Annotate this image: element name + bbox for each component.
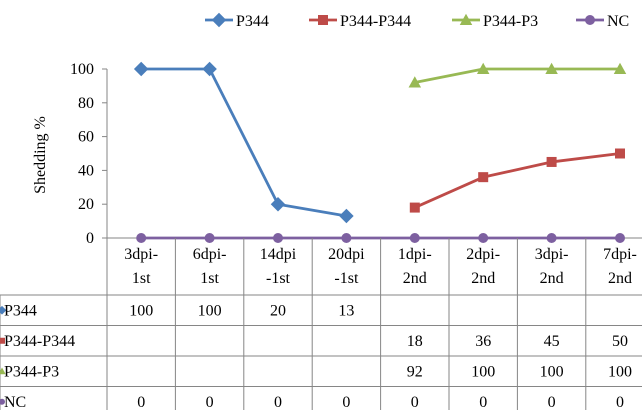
data-label: 36 xyxy=(475,333,491,350)
data-point xyxy=(273,233,283,243)
table-legend-key xyxy=(0,398,5,405)
table-series-label: P344-P3 xyxy=(4,363,59,380)
data-table: 3dpi-1st 6dpi-1st 14dpi -1st 20dpi -1st 1dpi-2… xyxy=(0,238,642,411)
data-point xyxy=(478,172,489,183)
series-line xyxy=(414,67,620,84)
data-point xyxy=(546,156,557,167)
data-label: 45 xyxy=(544,333,560,350)
y-tick-label: 40 xyxy=(78,162,94,179)
data-label: 0 xyxy=(206,394,214,411)
series-p344-p3 xyxy=(408,62,627,88)
data-label: 0 xyxy=(616,394,624,411)
y-tick-label: 60 xyxy=(78,129,94,146)
series-line xyxy=(414,152,621,209)
data-point xyxy=(545,62,558,74)
x-tick-label: 3dpi-1st xyxy=(124,246,158,287)
x-tick-label: 2dpi-2nd xyxy=(466,246,500,287)
data-label: 92 xyxy=(407,363,423,380)
data-point xyxy=(478,233,489,243)
legend-marker xyxy=(211,12,227,28)
data-label: 100 xyxy=(471,363,495,380)
x-tick-label: 3dpi-2nd xyxy=(535,246,569,287)
legend-label: P344-P344 xyxy=(340,13,411,30)
legend-marker xyxy=(459,13,473,25)
data-label: 0 xyxy=(411,394,419,411)
legend-label: P344-P3 xyxy=(483,13,538,30)
data-label: 20 xyxy=(270,302,286,319)
data-label: 0 xyxy=(479,394,487,411)
data-label: 0 xyxy=(342,394,350,411)
legend-item-p344-p3: P344-P3 xyxy=(452,13,538,30)
data-label: 100 xyxy=(540,363,564,380)
data-point xyxy=(409,233,420,243)
x-tick-label: 1dpi-2nd xyxy=(398,246,432,287)
data-point xyxy=(476,62,490,74)
series-p344-p344 xyxy=(409,148,625,213)
y-tick-label: 80 xyxy=(78,95,94,112)
y-tick-label: 20 xyxy=(78,196,94,213)
legend-marker xyxy=(585,15,595,25)
data-label: 0 xyxy=(137,394,145,411)
data-label: 100 xyxy=(608,363,632,380)
legend-item-nc: NC xyxy=(576,13,629,30)
data-label: 0 xyxy=(274,394,282,411)
table-series-label: NC xyxy=(4,394,26,411)
series-line xyxy=(141,67,347,218)
legend: P344 P344-P344 P344-P3 NC xyxy=(205,12,629,30)
data-point xyxy=(136,233,147,243)
data-label: 18 xyxy=(407,333,423,350)
legend-marker xyxy=(318,15,328,25)
data-label: 50 xyxy=(612,333,628,350)
data-point xyxy=(408,76,422,88)
y-axis: Shedding % 0 20 40 60 80 100 xyxy=(32,61,108,247)
data-point xyxy=(341,233,352,243)
table-legend-key xyxy=(0,337,5,344)
x-tick-label: 7dpi-2nd xyxy=(603,246,637,287)
table-legend-key xyxy=(0,367,6,375)
legend-label: P344 xyxy=(236,13,269,30)
y-axis-label: Shedding % xyxy=(32,116,49,194)
table-series-label: P344 xyxy=(4,302,37,319)
legend-item-p344-p344: P344-P344 xyxy=(309,13,411,30)
data-point xyxy=(546,233,557,243)
legend-item-p344: P344 xyxy=(205,12,269,30)
data-point xyxy=(613,62,627,74)
data-label: 100 xyxy=(198,302,222,319)
data-point xyxy=(204,233,215,243)
data-point xyxy=(339,208,354,224)
data-label: 0 xyxy=(548,394,556,411)
table-series-label: P344-P344 xyxy=(4,333,75,350)
data-point xyxy=(270,196,286,212)
x-tick-label: 6dpi-1st xyxy=(193,246,227,287)
data-label: 13 xyxy=(338,302,354,319)
table-legend-key xyxy=(0,305,7,315)
x-tick-label: 14dpi -1st xyxy=(260,246,297,287)
x-tick-label: 20dpi -1st xyxy=(328,246,365,287)
plot-area xyxy=(107,61,642,243)
data-point xyxy=(133,61,149,77)
y-tick-label: 0 xyxy=(86,230,94,247)
data-point xyxy=(615,233,625,243)
data-label: 100 xyxy=(129,302,153,319)
data-point xyxy=(202,61,217,77)
data-point xyxy=(615,148,625,159)
y-tick-label: 100 xyxy=(70,61,94,78)
data-point xyxy=(409,202,420,213)
legend-label: NC xyxy=(607,13,629,30)
series-p344 xyxy=(133,61,354,224)
